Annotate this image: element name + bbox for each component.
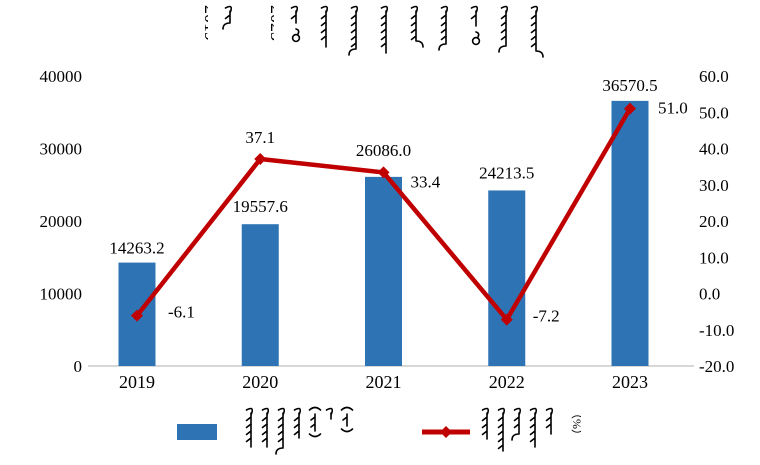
- left-axis-tick-label: 20000: [40, 212, 83, 231]
- right-axis-tick-label: 0.0: [699, 285, 720, 304]
- x-axis-label: 2021: [366, 372, 402, 392]
- left-axis-tick-label: 40000: [40, 67, 83, 86]
- line-value-label: -6.1: [168, 303, 195, 322]
- title-mongolian-word: [438, 5, 449, 51]
- left-axis-tick-label: 30000: [40, 140, 83, 159]
- legend-item-line: （%）: [421, 405, 581, 461]
- bar-value-label: 36570.5: [602, 76, 657, 95]
- legend-mongolian-word: [511, 407, 522, 441]
- right-axis-tick-label: 30.0: [699, 176, 729, 195]
- legend-mongolian-word: [481, 407, 490, 440]
- line-series-swatch: [422, 426, 470, 438]
- line-value-label: -7.2: [533, 307, 560, 326]
- legend-mongolian-word: [529, 407, 538, 448]
- legend-mongolian-word: [261, 407, 270, 448]
- legend-mongolian-word: [308, 406, 322, 438]
- right-axis-tick-label: 20.0: [699, 212, 729, 231]
- chart-title: 2019 2023: [186, 3, 544, 63]
- right-axis-tick-label: 60.0: [699, 67, 729, 86]
- title-mongolian-word: [348, 5, 359, 56]
- title-mongolian-word: [470, 5, 481, 46]
- line-value-label: 37.1: [245, 128, 275, 147]
- right-axis-tick-label: 10.0: [699, 248, 729, 267]
- line-value-label: 51.0: [658, 99, 688, 118]
- legend-mongolian-word: [275, 407, 286, 455]
- bar: [241, 224, 279, 366]
- x-axis-label: 2019: [119, 372, 155, 392]
- line-value-label: 33.4: [411, 172, 441, 191]
- legend-mongolian-word: [497, 407, 506, 452]
- right-axis-tick-label: -20.0: [699, 357, 734, 376]
- bar: [488, 190, 526, 366]
- svg-text:（%）: （%）: [570, 407, 581, 441]
- legend-unit-text: （%）: [570, 407, 581, 441]
- right-axis-tick-label: 40.0: [699, 140, 729, 159]
- line-point-marker: [500, 313, 513, 326]
- svg-text:2019: 2019: [201, 5, 208, 41]
- left-axis-tick-label: 0: [74, 357, 83, 376]
- title-mongolian-word: [290, 5, 301, 43]
- bar-value-label: 19557.6: [233, 197, 288, 216]
- legend-mongolian-word: [340, 406, 354, 433]
- title-mongolian-word: [222, 5, 233, 30]
- bar-value-label: 26086.0: [356, 141, 411, 160]
- legend-mongolian-word: [245, 407, 254, 448]
- title-mongolian-word: [320, 5, 329, 48]
- title-mongolian-word: [380, 5, 389, 54]
- title-year-text: 2019: [201, 5, 208, 41]
- x-axis-label: 2023: [612, 372, 648, 392]
- bar: [611, 100, 649, 366]
- legend-item-bars: [177, 405, 355, 458]
- title-mongolian-word: [410, 5, 424, 48]
- line-point-marker: [624, 102, 636, 115]
- bar-value-label: 24213.5: [479, 163, 534, 182]
- legend-bar-words: [243, 405, 355, 458]
- line-point-marker: [131, 309, 143, 322]
- x-axis-label: 2020: [242, 372, 278, 392]
- legend-mongolian-word: [325, 407, 334, 420]
- right-axis-tick-label: 50.0: [699, 103, 729, 122]
- legend-mongolian-word: [293, 407, 302, 439]
- x-axis-label: 2022: [489, 372, 525, 392]
- legend-line-words: （%）: [479, 405, 581, 461]
- line-point-marker: [377, 166, 390, 179]
- right-axis-tick-label: -10.0: [699, 321, 734, 340]
- bar-series-swatch: [177, 424, 217, 440]
- line-point-marker: [254, 153, 267, 166]
- legend-mongolian-word: [545, 407, 554, 435]
- title-mongolian-word: [498, 5, 509, 53]
- title-year-text: 2023: [267, 5, 274, 41]
- left-axis-tick-label: 10000: [40, 285, 83, 304]
- svg-text:2023: 2023: [267, 5, 274, 41]
- title-mongolian-word: [530, 5, 544, 58]
- bar-value-label: 14263.2: [109, 239, 164, 258]
- bar: [365, 176, 402, 366]
